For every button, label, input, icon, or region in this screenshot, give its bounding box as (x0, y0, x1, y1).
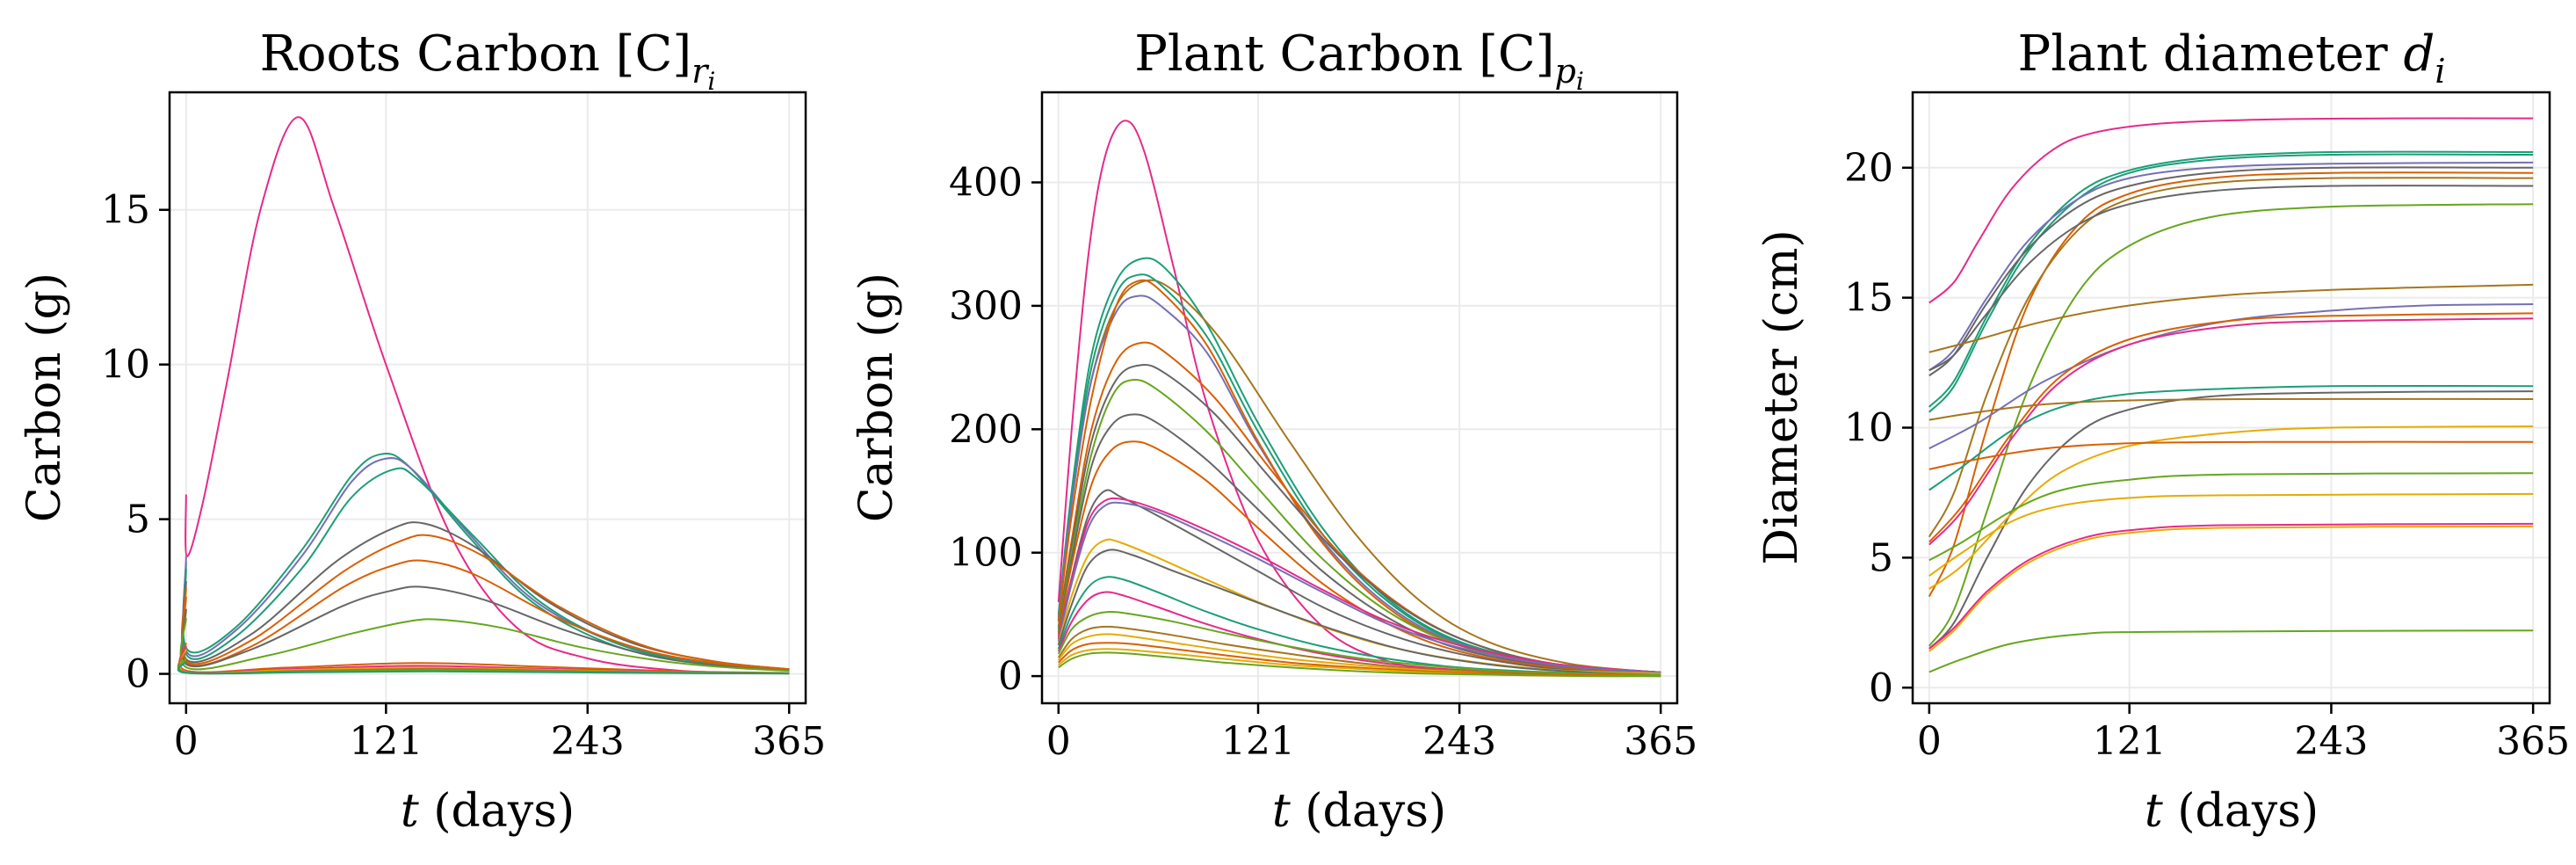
series-line (1057, 273, 1661, 673)
series-line (185, 116, 790, 674)
x-tick-label: 243 (2294, 719, 2368, 764)
series-line (1928, 384, 2534, 491)
series-group (177, 116, 790, 675)
x-tick-label: 0 (1917, 719, 1942, 764)
series-line (1057, 378, 1661, 673)
series-line (181, 521, 790, 671)
series-line (1928, 492, 2534, 577)
series-line (1928, 166, 2534, 377)
y-tick-label: 100 (949, 531, 1023, 576)
series-line (1928, 150, 2534, 408)
x-axis-label: t (days) (2145, 785, 2319, 838)
x-tick-label: 121 (1221, 719, 1295, 764)
x-axis-label: t (days) (1272, 785, 1446, 838)
series-line (1057, 625, 1661, 678)
panel-plant-diameter: 0 121 243 365 0 5 10 15 20 Plant diameter di t (… (1755, 25, 2570, 838)
y-tick-label: 0 (1869, 665, 1893, 710)
series-line (1057, 501, 1661, 673)
plot-frame (1040, 91, 1679, 705)
x-tick-label: 121 (349, 719, 423, 764)
x-tick-label: 243 (551, 719, 625, 764)
series-group (1057, 120, 1661, 678)
series-line (1057, 413, 1661, 675)
y-tick-label: 0 (998, 654, 1023, 699)
series-line (182, 457, 790, 671)
y-tick-label: 15 (101, 188, 150, 233)
y-tick-label: 15 (1844, 276, 1893, 321)
series-line (1057, 257, 1661, 673)
plot-frame (1911, 91, 2551, 705)
series-line (1928, 161, 2534, 372)
series-line (180, 585, 790, 672)
series-line (1928, 440, 2534, 470)
series-line (181, 534, 790, 671)
series-line (1928, 525, 2534, 652)
series-line (1057, 489, 1661, 675)
x-axis-label: t (days) (401, 785, 575, 838)
series-line (1928, 177, 2534, 538)
y-tick-label: 300 (949, 284, 1023, 329)
series-line (1928, 522, 2534, 650)
series-line (1928, 317, 2534, 546)
chart-title: Plant diameter di (2018, 25, 2446, 91)
plot-frame (168, 91, 807, 705)
series-line (1057, 279, 1661, 673)
x-tick-label: 365 (752, 719, 826, 764)
series-line (1928, 425, 2534, 590)
y-tick-label: 10 (101, 343, 150, 388)
y-axis-label: Carbon (g) (18, 273, 71, 522)
y-tick-label: 200 (949, 407, 1023, 452)
series-line (182, 453, 790, 671)
series-line (1057, 497, 1661, 673)
series-line (1928, 171, 2534, 598)
series-line (1057, 120, 1661, 678)
series-line (1057, 279, 1661, 673)
y-tick-label: 5 (1869, 535, 1893, 580)
series-line (1928, 185, 2534, 372)
series-line (1928, 312, 2534, 543)
series-line (181, 559, 790, 672)
series-line (179, 618, 790, 672)
y-tick-label: 10 (1844, 406, 1893, 451)
panel-roots-carbon: 0 121 243 365 0 5 10 15 Roots Carbon [C]ri t (d… (18, 25, 826, 838)
series-line (1057, 610, 1661, 676)
series-group (1928, 117, 2534, 673)
x-tick-label: 121 (2093, 719, 2167, 764)
series-line (1058, 651, 1661, 678)
series-line (1928, 629, 2534, 673)
y-axis-label: Carbon (g) (850, 273, 903, 522)
series-line (1057, 294, 1661, 673)
series-line (1057, 363, 1661, 673)
series-line (1928, 397, 2534, 421)
x-tick-label: 0 (174, 719, 199, 764)
series-line (1928, 117, 2534, 304)
y-axis-label: Diameter (cm) (1755, 229, 1808, 564)
series-line (177, 660, 790, 675)
chart-title: Plant Carbon [C]pi (1134, 25, 1584, 96)
y-tick-label: 20 (1844, 146, 1893, 191)
series-line (1057, 440, 1661, 675)
y-tick-label: 5 (126, 498, 150, 542)
chart-title: Roots Carbon [C]ri (260, 25, 716, 96)
x-tick-label: 365 (2496, 719, 2570, 764)
x-tick-label: 243 (1422, 719, 1496, 764)
series-line (1928, 390, 2534, 650)
series-line (182, 467, 790, 672)
panel-plant-carbon: 0 121 243 365 0 100 200 300 400 Plant Carbon [C]… (850, 25, 1697, 838)
y-tick-label: 400 (949, 160, 1023, 205)
series-line (1058, 642, 1661, 678)
x-tick-label: 0 (1046, 719, 1071, 764)
series-line (1928, 472, 2534, 562)
series-line (1928, 283, 2534, 353)
series-line (1057, 549, 1661, 676)
series-line (1928, 303, 2534, 450)
y-tick-label: 0 (126, 652, 150, 697)
series-line (1928, 203, 2534, 647)
x-tick-label: 365 (1624, 719, 1697, 764)
series-line (1928, 153, 2534, 413)
